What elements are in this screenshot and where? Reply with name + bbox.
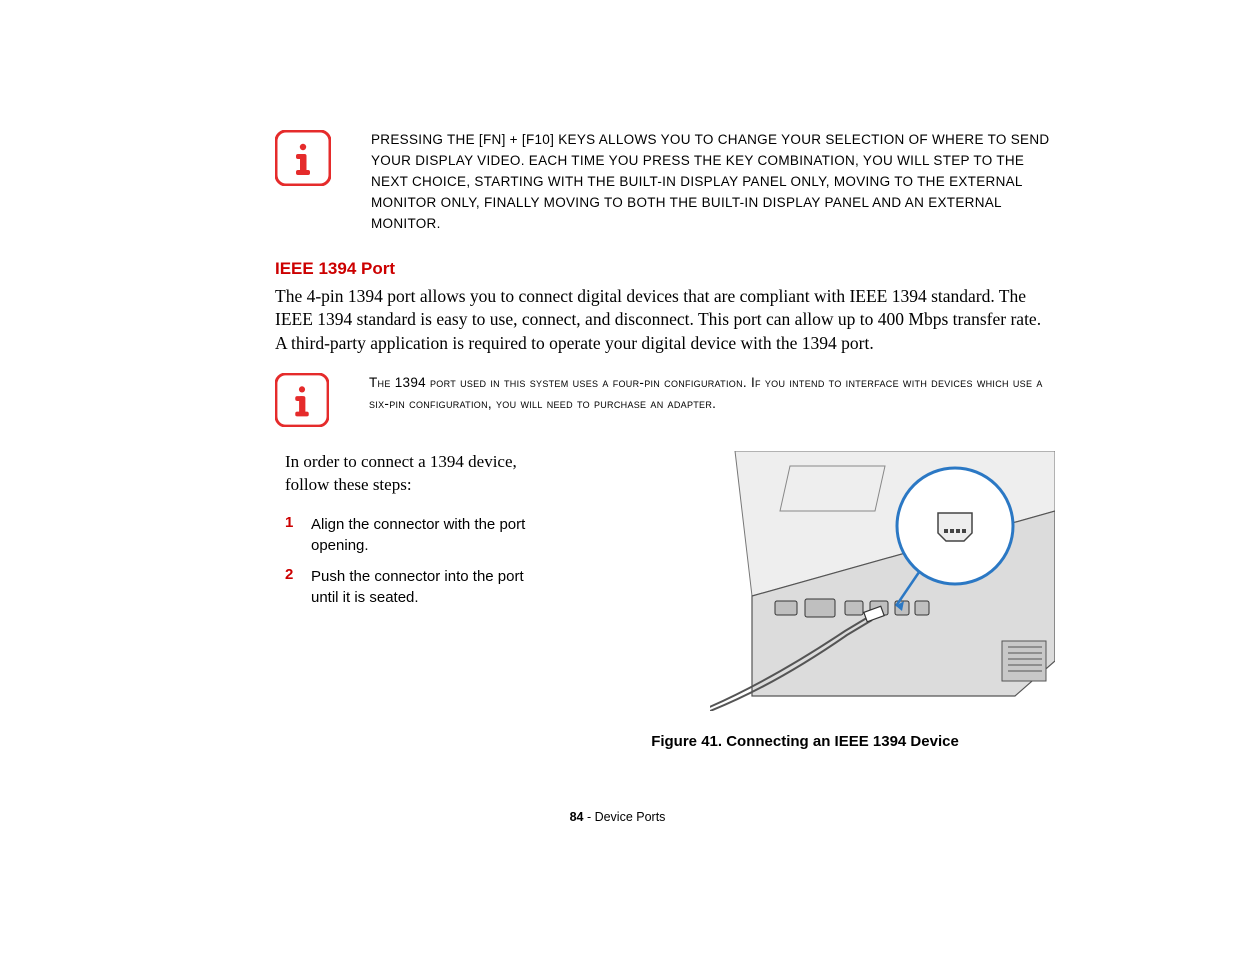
info-icon [275, 130, 331, 186]
steps-and-figure: In order to connect a 1394 device, follo… [275, 451, 1055, 750]
footer-separator: - [583, 810, 594, 824]
step-text: Push the connector into the port until i… [311, 566, 535, 608]
info-icon [275, 373, 329, 427]
figure-ieee1394-device [710, 451, 1055, 711]
step-number: 2 [285, 566, 297, 583]
steps-column: In order to connect a 1394 device, follo… [275, 451, 535, 617]
info-block-four-pin: The 1394 port used in this system uses a… [275, 373, 1055, 427]
ieee1394-port-icon [938, 513, 972, 541]
step-number: 1 [285, 514, 297, 531]
figure-caption: Figure 41. Connecting an IEEE 1394 Devic… [555, 733, 1055, 750]
steps-intro: In order to connect a 1394 device, follo… [285, 451, 535, 495]
info-text-four-pin: The 1394 port used in this system uses a… [369, 373, 1055, 415]
info-text-display-video: Pressing the [Fn] + [F10] keys allows yo… [371, 130, 1055, 235]
info-block-display-video: Pressing the [Fn] + [F10] keys allows yo… [275, 130, 1055, 235]
step-text: Align the connector with the port openin… [311, 514, 535, 556]
footer-page-number: 84 [570, 810, 584, 824]
step-2: 2 Push the connector into the port until… [285, 566, 535, 608]
page-footer: 84 - Device Ports [0, 810, 1235, 824]
section-body: The 4-pin 1394 port allows you to connec… [275, 285, 1055, 356]
step-1: 1 Align the connector with the port open… [285, 514, 535, 556]
section-heading-ieee1394: IEEE 1394 Port [275, 259, 1055, 279]
figure-column: Figure 41. Connecting an IEEE 1394 Devic… [555, 451, 1055, 750]
footer-section: Device Ports [595, 810, 666, 824]
page-content: Pressing the [Fn] + [F10] keys allows yo… [275, 130, 1055, 750]
